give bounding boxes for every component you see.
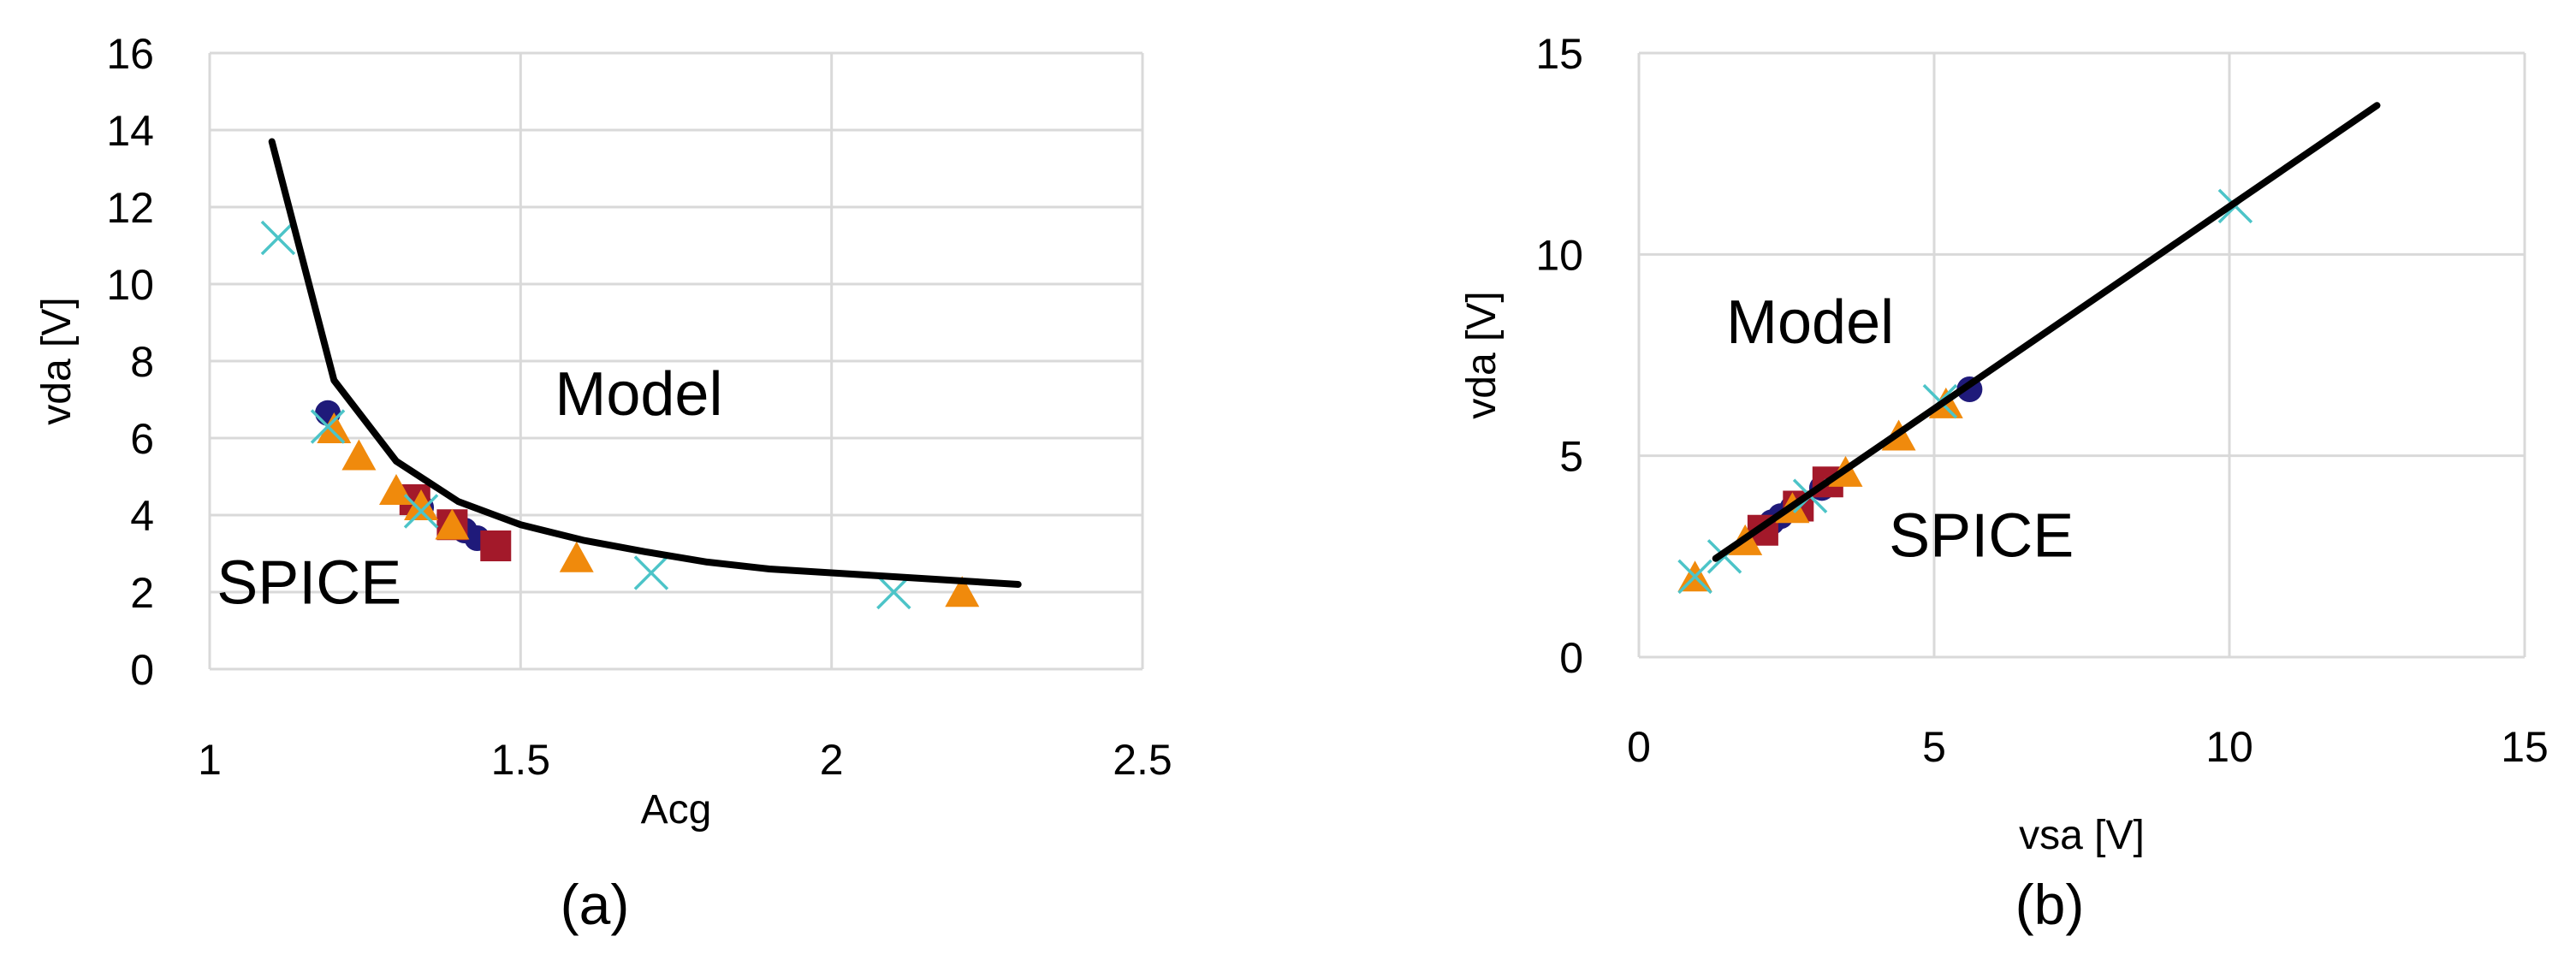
y-tick-label: 5 xyxy=(1559,433,1583,481)
chart-panel-a: 0 2 4 6 8 10 12 14 16 1 1.5 2 2.5 Acg vda [V] Model SPIC… xyxy=(34,30,1172,936)
panel-label-a: (a) xyxy=(561,873,630,936)
panel-label-b: (b) xyxy=(2015,873,2085,936)
cross-point xyxy=(633,555,669,590)
cross-point xyxy=(260,220,296,256)
x-axis-label: Acg xyxy=(641,787,712,833)
x-tick-label: 1.5 xyxy=(491,736,551,784)
annotation-spice: SPICE xyxy=(217,549,401,618)
triangle-point xyxy=(317,412,352,443)
chart-panel-b: 0 5 10 15 0 5 10 15 vsa [V] vda [V] Model SPICE (b) xyxy=(1459,30,2549,936)
x-axis-label: vsa [V] xyxy=(2019,813,2145,858)
x-tick-label: 2.5 xyxy=(1113,736,1172,784)
annotation-spice: SPICE xyxy=(1889,501,2074,570)
x-tick-label: 0 xyxy=(1627,723,1651,771)
x-tick-label: 5 xyxy=(1922,723,1946,771)
y-tick-label: 10 xyxy=(106,261,154,309)
y-tick-label: 0 xyxy=(130,646,154,694)
y-axis-label: vda [V] xyxy=(34,297,80,424)
triangle-point xyxy=(341,439,377,471)
triangle-point xyxy=(379,474,413,505)
triangle-point xyxy=(945,576,980,607)
annotation-model: Model xyxy=(555,360,722,429)
y-tick-label: 16 xyxy=(106,30,154,78)
y-tick-label: 4 xyxy=(130,492,154,540)
annotation-model: Model xyxy=(1726,288,1894,357)
y-axis-label: vda [V] xyxy=(1459,291,1505,418)
cross-point xyxy=(1677,559,1712,595)
y-tick-label: 14 xyxy=(106,107,154,155)
square-point xyxy=(480,530,512,561)
x-tick-label: 1 xyxy=(198,736,222,784)
y-tick-label: 12 xyxy=(106,184,154,232)
triangle-point xyxy=(435,508,470,540)
cross-point xyxy=(876,574,911,610)
triangle-point xyxy=(404,489,439,520)
y-tick-label: 2 xyxy=(130,569,154,617)
model-curve xyxy=(1712,102,2381,562)
x-tick-label: 2 xyxy=(820,736,844,784)
model-curve xyxy=(268,138,1022,588)
x-tick-label: 15 xyxy=(2501,723,2549,771)
y-tick-label: 6 xyxy=(130,415,154,463)
y-tick-label: 8 xyxy=(130,338,154,386)
cross-point xyxy=(403,494,439,529)
y-tick-label: 10 xyxy=(1535,231,1583,279)
cross-point xyxy=(310,409,346,444)
y-tick-label: 15 xyxy=(1535,30,1583,78)
y-tick-label: 0 xyxy=(1559,634,1583,682)
x-tick-label: 10 xyxy=(2205,723,2253,771)
triangle-point xyxy=(559,541,594,572)
